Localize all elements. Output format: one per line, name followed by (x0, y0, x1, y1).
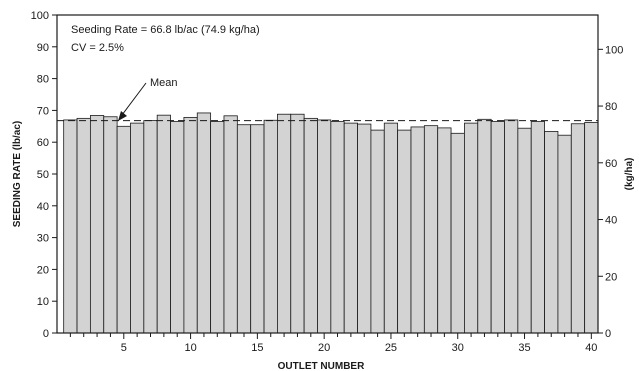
bar-outlet-6 (130, 122, 145, 334)
bar-outlet-32 (477, 118, 492, 334)
bar-outlet-39 (570, 123, 586, 334)
x-tick-label: 20 (318, 342, 330, 354)
x-tick-label: 5 (121, 342, 127, 354)
bar-outlet-34 (504, 119, 519, 334)
bar-outlet-37 (544, 130, 559, 334)
bar-outlet-10 (183, 116, 198, 334)
y2-tick-label: 20 (605, 271, 617, 283)
x-tick-label: 40 (585, 342, 597, 354)
bar-outlet-4 (103, 116, 118, 334)
bar-outlet-36 (530, 121, 545, 334)
bar-outlet-15 (250, 124, 265, 334)
y2-tick-label: 100 (605, 44, 623, 56)
mean-label: Mean (150, 77, 178, 89)
bar-outlet-1 (63, 119, 78, 334)
x-tick-label: 30 (452, 342, 464, 354)
bar-outlet-29 (437, 127, 452, 334)
y-tick-label: 50 (37, 169, 49, 181)
bar-outlet-23 (357, 123, 372, 334)
ticks-group: 0 10 20 30 40 50 60 70 80 90 100 0 20 40 60 80 100 5 10 15 2… (31, 10, 624, 354)
bar-outlet-26 (397, 129, 412, 334)
bar-outlet-17 (277, 113, 292, 334)
bar-outlet-13 (223, 115, 238, 334)
y-tick-label: 10 (37, 296, 49, 308)
y-tick-label: 100 (31, 10, 49, 22)
y2-tick-label: 80 (605, 101, 617, 113)
y-tick-label: 20 (37, 264, 49, 276)
bar-outlet-25 (383, 122, 399, 334)
mean-arrow-head (118, 111, 127, 121)
bar-outlet-38 (557, 134, 572, 334)
y-tick-label: 40 (37, 201, 49, 213)
bars-group (63, 112, 599, 334)
bar-outlet-33 (490, 121, 505, 334)
bar-outlet-28 (423, 125, 439, 334)
y-tick-label: 30 (37, 233, 49, 245)
bar-outlet-7 (143, 120, 158, 334)
bar-outlet-35 (517, 127, 532, 334)
y2-tick-label: 40 (605, 215, 617, 227)
bar-outlet-5 (116, 125, 131, 334)
bar-outlet-31 (464, 122, 479, 334)
bar-outlet-14 (236, 124, 252, 334)
y-tick-label: 90 (37, 42, 49, 54)
y2-tick-label: 60 (605, 158, 617, 170)
y-tick-label: 80 (37, 74, 49, 86)
bar-outlet-9 (170, 121, 185, 334)
bar-outlet-21 (330, 121, 345, 334)
mean-arrow-shaft (121, 82, 147, 116)
y-axis-title: SEEDING RATE (lb/ac) (12, 121, 23, 228)
bar-outlet-11 (196, 112, 212, 334)
bar-outlet-27 (410, 126, 425, 334)
y-tick-label: 0 (43, 328, 49, 340)
y2-axis-title: (kg/ha) (624, 158, 635, 191)
bar-outlet-30 (450, 132, 465, 334)
x-tick-label: 35 (518, 342, 530, 354)
y2-tick-label: 0 (605, 328, 611, 340)
annotation-cv: CV = 2.5% (71, 42, 124, 54)
bar-outlet-3 (89, 115, 105, 334)
annotation-seeding-rate: Seeding Rate = 66.8 lb/ac (74.9 kg/ha) (71, 24, 260, 36)
x-tick-label: 25 (385, 342, 397, 354)
bar-outlet-22 (343, 122, 358, 334)
y-tick-label: 70 (37, 105, 49, 117)
bar-outlet-12 (210, 121, 225, 334)
x-axis-title: OUTLET NUMBER (278, 361, 365, 371)
bar-outlet-20 (317, 119, 332, 334)
y-tick-label: 60 (37, 137, 49, 149)
bar-outlet-2 (76, 117, 91, 334)
bar-outlet-16 (263, 119, 278, 334)
bar-outlet-40 (584, 122, 599, 334)
bar-outlet-18 (290, 113, 305, 334)
bar-outlet-24 (370, 129, 385, 334)
bar-outlet-8 (156, 114, 171, 334)
x-tick-label: 15 (251, 342, 263, 354)
bar-outlet-19 (303, 117, 318, 334)
x-tick-label: 10 (184, 342, 196, 354)
